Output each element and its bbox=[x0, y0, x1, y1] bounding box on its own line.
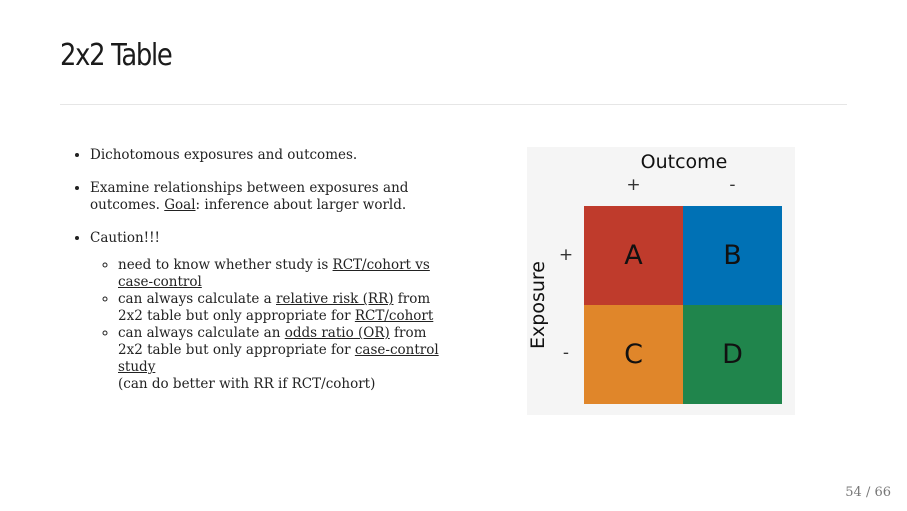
sub-bullet-text: can always calculate a bbox=[118, 291, 277, 307]
bullet-item: Examine relationships between exposures … bbox=[90, 180, 444, 214]
page-number: 54 / 66 bbox=[845, 485, 891, 500]
cell-c: C bbox=[584, 305, 683, 404]
outcome-negative-sign: - bbox=[729, 175, 736, 195]
bullet-text: Dichotomous exposures and outcomes. bbox=[90, 147, 358, 163]
sub-bullet-list: need to know whether study is RCT/cohort… bbox=[90, 257, 444, 393]
bullet-content: Dichotomous exposures and outcomes. Exam… bbox=[74, 147, 444, 409]
bullet-item: Caution!!! need to know whether study is… bbox=[90, 230, 444, 393]
exposure-label: Exposure bbox=[527, 261, 549, 349]
sub-bullet-item: can always calculate a relative risk (RR… bbox=[118, 291, 444, 325]
sub-bullet-text: from 2x2 table but only appropriate for bbox=[118, 291, 431, 324]
title-divider bbox=[60, 104, 847, 105]
bullet-text: : inference about larger world. bbox=[195, 197, 407, 213]
outcome-positive-sign: + bbox=[626, 175, 641, 195]
bullet-item: Dichotomous exposures and outcomes. bbox=[90, 147, 444, 164]
bullet-list: Dichotomous exposures and outcomes. Exam… bbox=[74, 147, 444, 393]
two-by-two-table-figure: Outcome + - Exposure + - A B C D bbox=[527, 147, 795, 415]
case-control-term: case-control study bbox=[118, 342, 439, 375]
sub-bullet-text: from 2x2 table but only appropriate for bbox=[118, 325, 427, 358]
sub-bullet-text: can always calculate an bbox=[118, 325, 285, 341]
sub-bullet-item: can always calculate an odds ratio (OR) … bbox=[118, 325, 444, 393]
cell-a: A bbox=[584, 206, 683, 305]
rct-cohort-term: RCT/cohort bbox=[354, 308, 434, 324]
odds-ratio-term: odds ratio (OR) bbox=[284, 325, 390, 341]
exposure-negative-sign: - bbox=[562, 343, 570, 363]
outcome-label: Outcome bbox=[640, 151, 728, 173]
sub-bullet-item: need to know whether study is RCT/cohort… bbox=[118, 257, 444, 291]
exposure-positive-sign: + bbox=[558, 245, 574, 265]
goal-term: Goal bbox=[164, 197, 196, 213]
study-type-term: RCT/cohort vs case-control bbox=[118, 257, 430, 290]
sub-bullet-text: need to know whether study is bbox=[118, 257, 333, 273]
bullet-text: Examine relationships between exposures … bbox=[90, 180, 409, 213]
sub-bullet-note: (can do better with RR if RCT/cohort) bbox=[118, 376, 376, 392]
slide-title: 2x2 Table bbox=[60, 38, 173, 73]
bullet-text: Caution!!! bbox=[90, 230, 160, 246]
cell-b: B bbox=[683, 206, 782, 305]
cell-d: D bbox=[683, 305, 782, 404]
relative-risk-term: relative risk (RR) bbox=[276, 291, 394, 307]
